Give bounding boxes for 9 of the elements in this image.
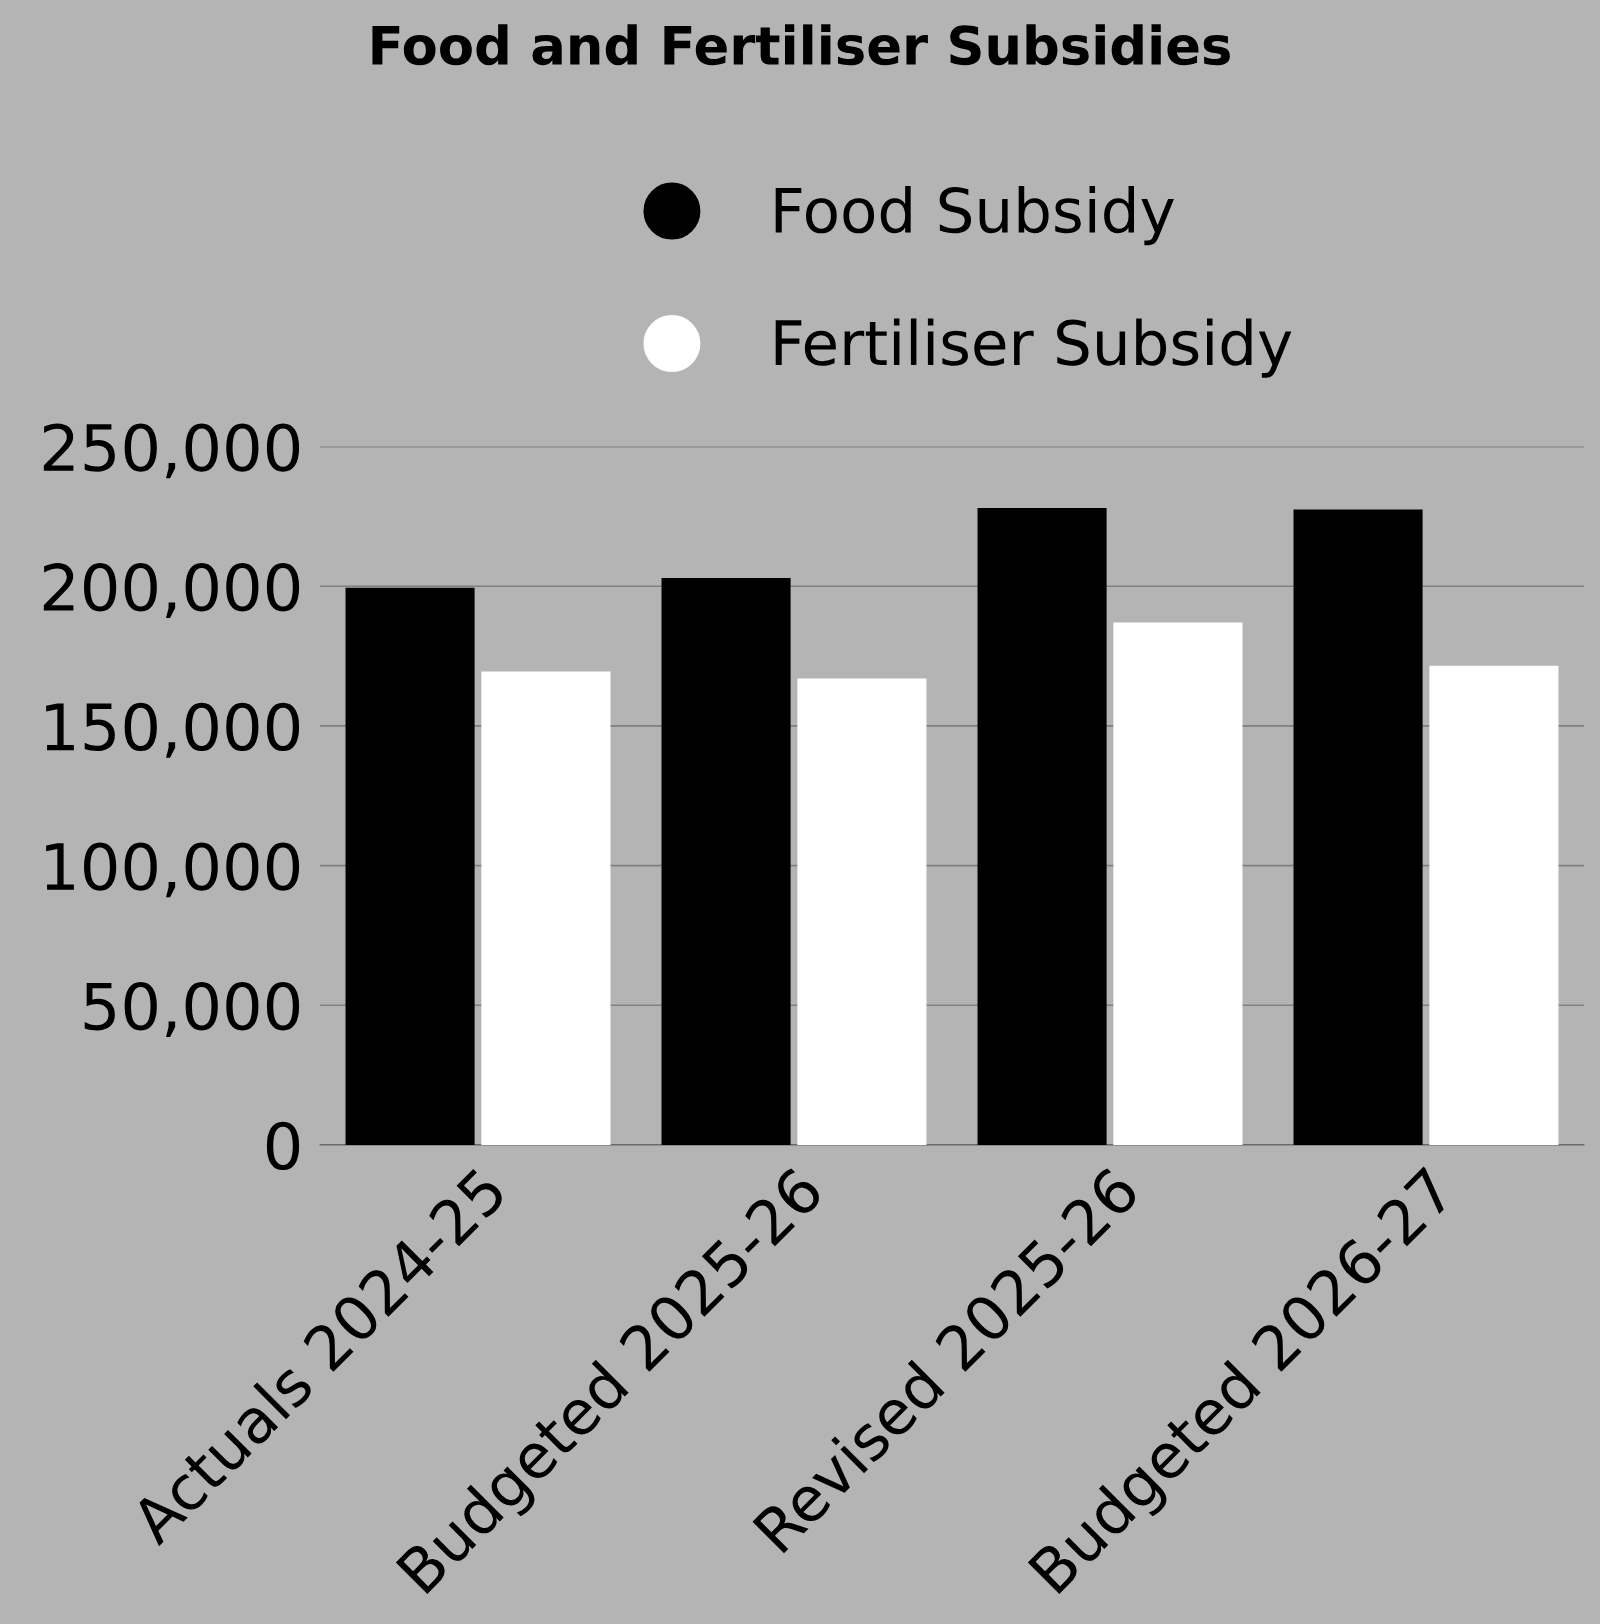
legend-label: Fertiliser Subsidy: [775, 318, 1292, 378]
chart-title: Food and Fertiliser Subsidies: [372, 24, 1230, 66]
legend-label: Food Subsidy: [775, 186, 1174, 246]
y-tick-label: 150,000: [46, 702, 300, 758]
y-tick-label: 250,000: [43, 423, 300, 479]
y-tick-label: 200,000: [43, 563, 300, 618]
y-tick-label: 50,000: [84, 982, 300, 1037]
y-tick-label: 100,000: [46, 842, 300, 898]
y-tick-label: 0: [266, 1121, 300, 1171]
